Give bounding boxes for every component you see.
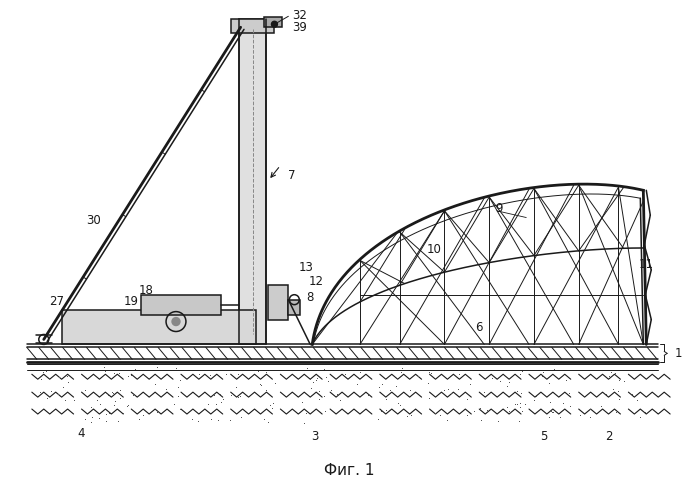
Text: 5: 5 (540, 431, 547, 443)
Text: 32: 32 (292, 9, 307, 22)
Text: 39: 39 (292, 21, 307, 34)
Bar (289, 300, 301, 315)
Bar (62, 310, 256, 344)
Bar (238, 19, 266, 344)
Text: 11: 11 (638, 259, 654, 271)
Text: 19: 19 (124, 295, 139, 308)
Text: 18: 18 (138, 284, 154, 297)
Circle shape (271, 21, 278, 27)
Bar (264, 18, 282, 27)
Text: 1: 1 (675, 347, 682, 360)
Text: 10: 10 (427, 244, 442, 257)
Text: 8: 8 (307, 291, 314, 304)
Circle shape (172, 318, 180, 325)
Bar (141, 295, 221, 315)
Text: 27: 27 (49, 295, 64, 308)
Bar (268, 285, 289, 319)
Text: 2: 2 (605, 431, 612, 443)
Text: 4: 4 (78, 428, 85, 440)
Text: 7: 7 (289, 169, 296, 182)
Bar (231, 19, 275, 33)
Text: 9: 9 (496, 202, 503, 215)
Text: 3: 3 (312, 431, 319, 443)
Text: 13: 13 (298, 262, 314, 274)
Text: Фиг. 1: Фиг. 1 (324, 463, 374, 478)
Text: 12: 12 (309, 275, 324, 288)
Text: 6: 6 (475, 321, 483, 334)
Text: 30: 30 (87, 214, 101, 226)
